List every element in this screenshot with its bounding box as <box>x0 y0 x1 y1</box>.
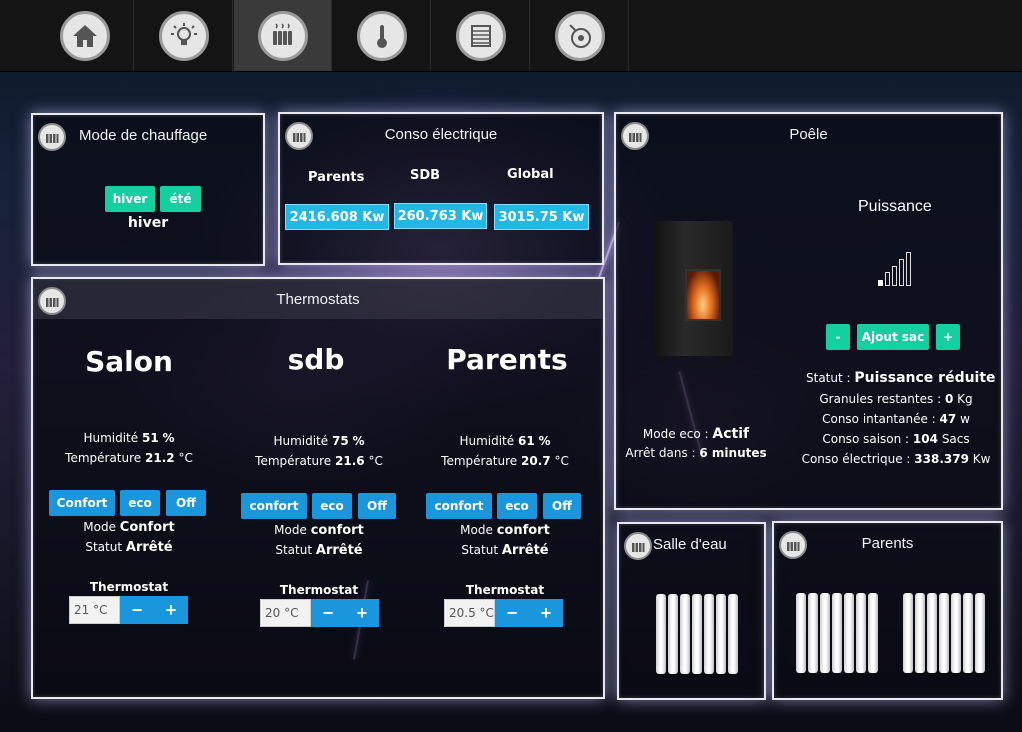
granules-line: Granules restantes : 0 Kg <box>819 392 973 406</box>
confort-button-salon[interactable]: Confort <box>49 490 115 516</box>
puissance-minus-button[interactable]: - <box>826 324 850 350</box>
conso-label-sdb: SDB <box>410 168 441 183</box>
radiator-icon <box>257 10 308 61</box>
radiator-icon <box>38 123 66 151</box>
conso-value-global: 3015.75 Kw <box>494 204 589 230</box>
conso-electrique-panel: Conso électrique Parents SDB Global 2416… <box>278 112 604 265</box>
off-button-sdb[interactable]: Off <box>358 493 396 519</box>
signal-strength-icon <box>878 250 918 286</box>
statut-line: Statut : Puissance réduite <box>806 370 996 386</box>
arret-dans-line: Arrêt dans : 6 minutes <box>625 446 767 460</box>
nav-shutters[interactable] <box>432 0 530 71</box>
panel-title: Poêle <box>789 126 828 143</box>
humidite-sdb: Humidité 75 % <box>273 434 365 448</box>
temperature-salon: Température 21.2 °C <box>65 451 193 465</box>
nav-media[interactable] <box>531 0 629 71</box>
radiator-icon <box>621 122 649 150</box>
mode-chauffage-panel: Mode de chauffage hiver été hiver <box>31 113 265 266</box>
mode-salon: Mode Confort <box>83 520 175 535</box>
confort-button-sdb[interactable]: confort <box>241 493 307 519</box>
puissance-plus-button[interactable]: + <box>936 324 960 350</box>
panel-header <box>33 279 603 319</box>
panel-title: Parents <box>861 535 914 552</box>
hiver-button[interactable]: hiver <box>105 186 155 212</box>
panel-title: Conso électrique <box>384 126 498 143</box>
setpoint-field-salon[interactable]: 21 °C <box>69 596 120 624</box>
radiator-icon <box>285 122 313 150</box>
parents-radiators-panel: Parents <box>772 521 1003 700</box>
panel-title: Mode de chauffage <box>79 127 208 144</box>
conso-value-sdb: 260.763 Kw <box>394 203 487 229</box>
radiator-image <box>796 593 878 673</box>
humidite-parents: Humidité 61 % <box>459 434 551 448</box>
nav-lighting[interactable] <box>135 0 233 71</box>
puissance-label: Puissance <box>858 198 932 215</box>
thermostat-label-sdb: Thermostat <box>279 583 359 597</box>
thermostat-stepper-salon: 21 °C − + <box>69 596 188 624</box>
thermostat-label-salon: Thermostat <box>89 580 169 594</box>
poele-panel: Poêle Puissance - Ajout sac + Statut : P… <box>614 112 1003 510</box>
mode-eco-line: Mode eco : Actif <box>642 426 750 442</box>
pellet-stove-image <box>653 221 733 361</box>
ajout-sac-button[interactable]: Ajout sac <box>857 324 929 350</box>
increase-button-salon[interactable]: + <box>154 596 188 624</box>
temperature-sdb: Température 21.6 °C <box>255 454 383 468</box>
statut-sdb: Statut Arrêté <box>275 543 363 558</box>
thermostats-panel: Thermostats Salon Humidité 51 % Températ… <box>31 277 605 699</box>
nav-temperature[interactable] <box>333 0 431 71</box>
increase-button-sdb[interactable]: + <box>345 599 379 627</box>
conso-label-global: Global <box>507 167 554 182</box>
salle-eau-panel: Salle d'eau <box>617 522 766 700</box>
eco-button-parents[interactable]: eco <box>497 493 537 519</box>
room-name-sdb: sdb <box>287 343 345 376</box>
increase-button-parents[interactable]: + <box>529 599 563 627</box>
shutter-icon <box>455 10 506 61</box>
off-button-parents[interactable]: Off <box>543 493 581 519</box>
thermostat-stepper-parents: 20.5 °C − + <box>444 599 563 627</box>
home-icon <box>59 10 110 61</box>
confort-button-parents[interactable]: confort <box>426 493 492 519</box>
conso-value-parents: 2416.608 Kw <box>285 204 389 230</box>
lightbulb-icon <box>158 10 209 61</box>
statut-parents: Statut Arrêté <box>461 543 549 558</box>
thermostat-label-parents: Thermostat <box>465 583 545 597</box>
disc-icon <box>554 10 605 61</box>
room-name-parents: Parents <box>446 343 568 376</box>
temperature-parents: Température 20.7 °C <box>441 454 569 468</box>
conso-saison-line: Conso saison : 104 Sacs <box>822 432 970 446</box>
top-navbar <box>0 0 1022 72</box>
radiator-icon <box>38 287 66 315</box>
radiator-image <box>903 593 985 673</box>
mode-parents: Mode confort <box>460 523 550 538</box>
panel-title: Salle d'eau <box>653 536 727 553</box>
current-mode: hiver <box>127 215 169 231</box>
eco-button-sdb[interactable]: eco <box>312 493 352 519</box>
setpoint-field-parents[interactable]: 20.5 °C <box>444 599 495 627</box>
panel-title: Thermostats <box>276 291 360 308</box>
off-button-salon[interactable]: Off <box>166 490 206 516</box>
eco-button-salon[interactable]: eco <box>120 490 160 516</box>
radiator-icon <box>779 531 807 559</box>
thermometer-icon <box>356 10 407 61</box>
humidite-salon: Humidité 51 % <box>83 431 175 445</box>
setpoint-field-sdb[interactable]: 20 °C <box>260 599 311 627</box>
decrease-button-parents[interactable]: − <box>495 599 529 627</box>
nav-heating[interactable] <box>234 0 332 71</box>
ete-button[interactable]: été <box>160 186 201 212</box>
radiator-icon <box>624 532 652 560</box>
mode-sdb: Mode confort <box>274 523 364 538</box>
statut-salon: Statut Arrêté <box>85 540 173 555</box>
room-name-salon: Salon <box>85 345 173 378</box>
nav-home[interactable] <box>36 0 134 71</box>
conso-electrique-line: Conso électrique : 338.379 Kw <box>801 452 991 466</box>
conso-label-parents: Parents <box>308 170 365 185</box>
decrease-button-salon[interactable]: − <box>120 596 154 624</box>
thermostat-stepper-sdb: 20 °C − + <box>260 599 379 627</box>
radiator-image <box>656 594 738 674</box>
decrease-button-sdb[interactable]: − <box>311 599 345 627</box>
conso-instantanee-line: Conso intantanée : 47 w <box>822 412 970 426</box>
